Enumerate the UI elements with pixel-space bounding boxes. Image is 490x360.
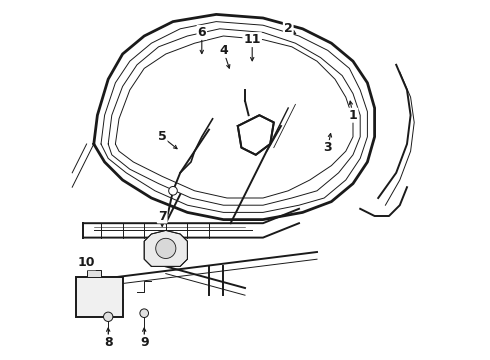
- FancyBboxPatch shape: [87, 270, 101, 277]
- Text: 10: 10: [78, 256, 96, 269]
- Text: 8: 8: [104, 336, 113, 348]
- FancyBboxPatch shape: [76, 277, 122, 317]
- Text: 9: 9: [140, 336, 148, 348]
- Circle shape: [140, 309, 148, 318]
- Polygon shape: [238, 115, 274, 155]
- Text: 11: 11: [244, 33, 261, 46]
- Text: 3: 3: [323, 141, 332, 154]
- Text: 7: 7: [158, 210, 167, 222]
- Text: 6: 6: [197, 26, 206, 39]
- Circle shape: [156, 238, 176, 258]
- Circle shape: [103, 312, 113, 321]
- Text: 5: 5: [158, 130, 167, 143]
- Polygon shape: [144, 230, 187, 266]
- Text: 2: 2: [284, 22, 293, 35]
- Circle shape: [169, 186, 177, 195]
- Text: 1: 1: [348, 109, 357, 122]
- Text: 4: 4: [219, 44, 228, 57]
